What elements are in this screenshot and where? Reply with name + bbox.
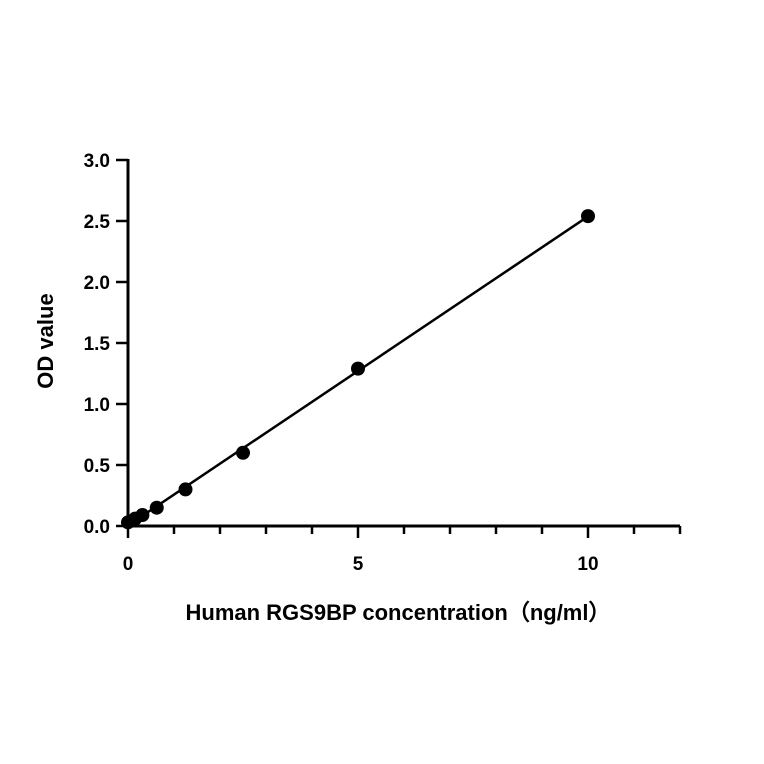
y-ticks: 0.0 0.5 1.0 1.5 2.0 2.5 3.0 xyxy=(84,151,128,538)
x-ticks: 0 5 10 xyxy=(123,526,682,575)
x-tick-label: 10 xyxy=(577,554,598,575)
y-tick-label: 2.0 xyxy=(84,273,110,294)
y-tick-label: 0.5 xyxy=(84,456,111,477)
y-tick-label: 1.0 xyxy=(84,395,110,416)
axes xyxy=(126,159,680,528)
data-points xyxy=(121,209,595,530)
y-axis-title: OD value xyxy=(33,293,58,388)
x-tick-label: 5 xyxy=(353,554,364,575)
y-tick-label: 3.0 xyxy=(84,151,110,172)
y-tick-label: 2.5 xyxy=(84,212,111,233)
y-tick-label: 0.0 xyxy=(84,517,110,538)
data-point xyxy=(351,361,365,376)
data-point xyxy=(236,445,250,460)
x-tick-label: 0 xyxy=(123,554,134,575)
data-point xyxy=(135,508,150,523)
data-point xyxy=(178,482,193,497)
data-point xyxy=(581,209,595,224)
data-point xyxy=(149,500,164,515)
y-tick-label: 1.5 xyxy=(84,334,111,355)
x-axis-title: Human RGS9BP concentration（ng/ml） xyxy=(186,600,611,625)
